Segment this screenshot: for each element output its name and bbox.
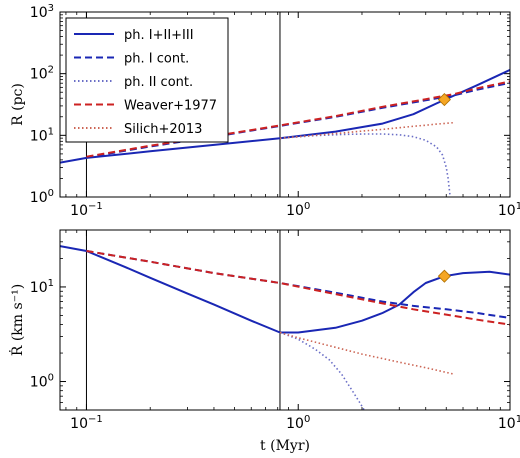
x-tick-base: 10	[70, 416, 88, 432]
series-group	[60, 245, 510, 410]
y-tick-base: 10	[30, 280, 48, 296]
y-tick-label: 100	[30, 188, 54, 206]
y-tick-exp: 2	[48, 65, 54, 76]
y-tick-exp: 0	[48, 373, 54, 384]
series-line-silich-2013	[279, 121, 454, 139]
legend-label: ph. II cont.	[124, 75, 193, 90]
series-line-ph-ii-cont-	[279, 133, 451, 195]
x-tick-exp: −1	[88, 414, 103, 425]
x-tick-label: 101	[498, 414, 520, 432]
y-tick-exp: 0	[48, 188, 54, 199]
x-tick-exp: 1	[516, 201, 520, 212]
y-tick-base: 10	[30, 5, 48, 21]
x-tick-label: 100	[286, 414, 310, 432]
x-tick-exp: −1	[88, 201, 103, 212]
y-axis-label: R (pc)	[10, 83, 26, 126]
y-tick-exp: 1	[48, 278, 54, 289]
x-tick-label: 10−1	[70, 201, 103, 219]
x-tick-base: 10	[70, 203, 88, 219]
series-group	[60, 68, 510, 195]
y-tick-label: 103	[30, 3, 54, 21]
x-tick-base: 10	[286, 203, 304, 219]
plot-frame	[59, 229, 511, 411]
x-tick-exp: 1	[516, 414, 520, 425]
legend-label: ph. I+II+III	[124, 28, 194, 43]
x-tick-base: 10	[498, 416, 516, 432]
diamond-marker	[437, 93, 451, 107]
y-tick-base: 10	[30, 375, 48, 391]
minor-ticks	[60, 229, 510, 411]
x-axis-label: t (Myr)	[260, 438, 310, 454]
y-tick-label: 101	[30, 278, 54, 296]
series-line-weaver-1977	[86, 250, 510, 326]
legend: ph. I+II+III ph. I cont. ph. II cont. Weave…	[65, 17, 229, 143]
x-tick-label: 10−1	[70, 414, 103, 432]
legend-label: ph. I cont.	[124, 52, 189, 67]
y-tick-label: 102	[30, 65, 54, 83]
x-tick-exp: 0	[304, 414, 310, 425]
legend-label: Weaver+1977	[124, 99, 217, 114]
series-line-ph-i-ii-iii	[60, 245, 510, 334]
legend-box	[65, 17, 229, 143]
series-line-ph-i-cont-	[86, 250, 510, 319]
y-tick-label: 101	[30, 126, 54, 144]
legend-label: Silich+2013	[124, 122, 202, 137]
y-tick-exp: 1	[48, 126, 54, 137]
x-tick-base: 10	[498, 203, 516, 219]
plot-frame	[59, 11, 511, 198]
y-axis-label: Ṙ (km s⁻¹)	[8, 284, 26, 356]
y-tick-label: 100	[30, 373, 54, 391]
diamond-marker	[437, 269, 451, 283]
x-tick-exp: 0	[304, 201, 310, 212]
series-line-weaver-1977	[86, 80, 510, 158]
series-line-silich-2013	[279, 331, 454, 375]
series-line-ph-ii-cont-	[279, 331, 365, 410]
x-tick-label: 101	[498, 201, 520, 219]
y-tick-exp: 3	[48, 3, 54, 14]
y-tick-base: 10	[30, 67, 48, 83]
y-tick-base: 10	[30, 128, 48, 144]
y-tick-base: 10	[30, 190, 48, 206]
x-tick-label: 100	[286, 201, 310, 219]
x-tick-base: 10	[286, 416, 304, 432]
